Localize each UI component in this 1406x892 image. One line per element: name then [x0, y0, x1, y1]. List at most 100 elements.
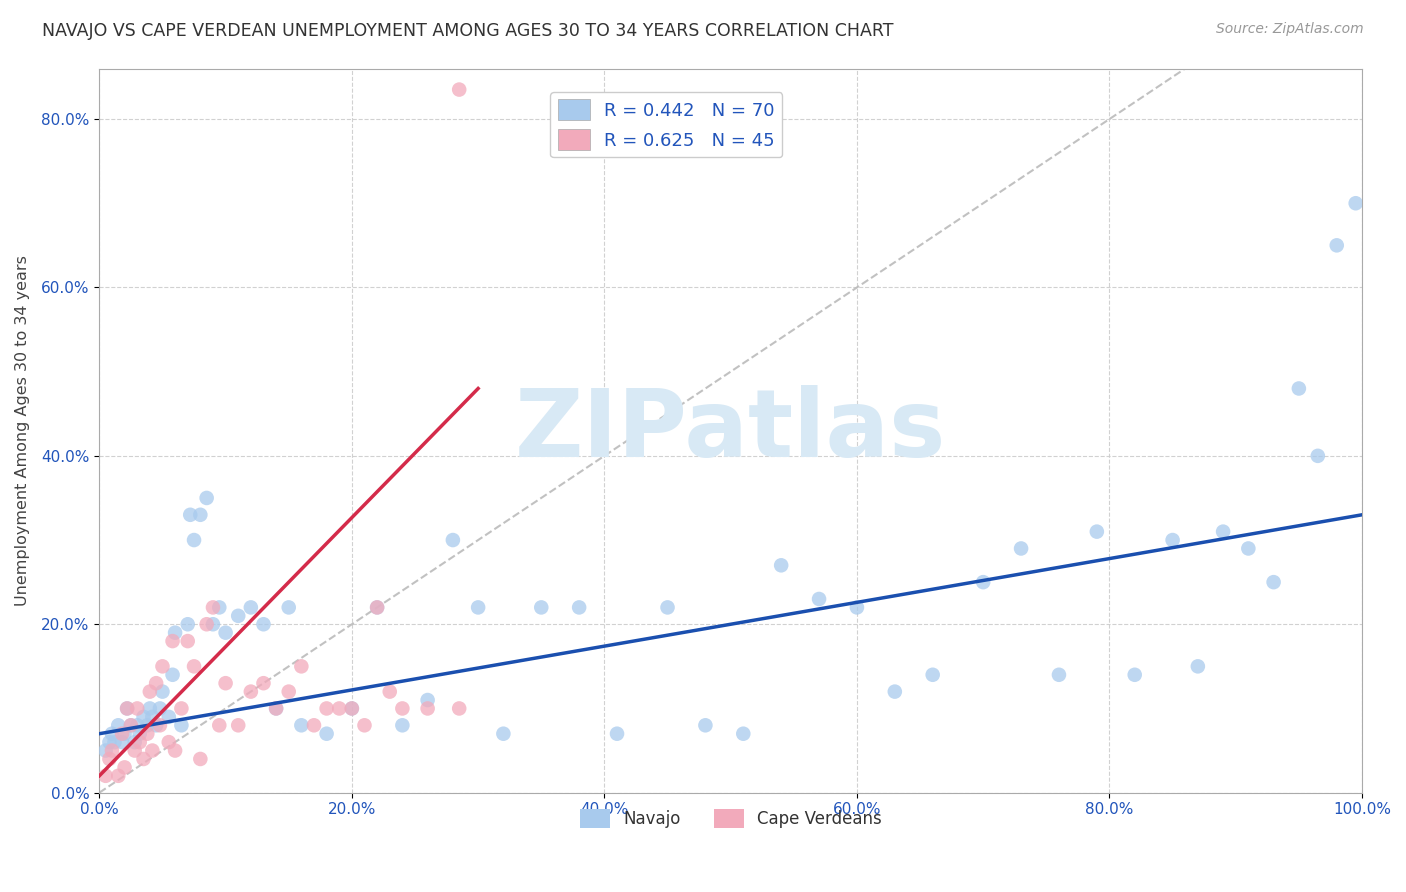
Text: ZIPatlas: ZIPatlas — [515, 384, 946, 476]
Point — [98, 735, 121, 749]
Point — [1306, 449, 1329, 463]
Point — [114, 727, 136, 741]
Point — [101, 743, 124, 757]
Point — [1187, 659, 1209, 673]
Point — [162, 667, 184, 681]
Point — [921, 667, 943, 681]
Point — [416, 693, 439, 707]
Point — [152, 659, 174, 673]
Point — [391, 701, 413, 715]
Point — [239, 684, 262, 698]
Point — [568, 600, 591, 615]
Point — [733, 727, 755, 741]
Point — [188, 508, 211, 522]
Point — [145, 676, 167, 690]
Point — [170, 701, 193, 715]
Point — [808, 592, 831, 607]
Point — [152, 684, 174, 698]
Point — [195, 491, 218, 505]
Point — [111, 727, 134, 741]
Point — [170, 718, 193, 732]
Point — [157, 710, 180, 724]
Point — [157, 735, 180, 749]
Text: Source: ZipAtlas.com: Source: ZipAtlas.com — [1216, 22, 1364, 37]
Point — [1010, 541, 1032, 556]
Point — [177, 617, 200, 632]
Point — [226, 608, 249, 623]
Point — [340, 701, 363, 715]
Point — [188, 752, 211, 766]
Point — [128, 735, 150, 749]
Point — [1344, 196, 1367, 211]
Point — [132, 752, 155, 766]
Point — [141, 743, 163, 757]
Point — [972, 575, 994, 590]
Point — [120, 718, 142, 732]
Point — [290, 659, 312, 673]
Point — [179, 508, 201, 522]
Point — [103, 735, 125, 749]
Point — [111, 735, 134, 749]
Point — [378, 684, 401, 698]
Point — [124, 743, 146, 757]
Point — [139, 701, 162, 715]
Point — [1326, 238, 1348, 252]
Point — [195, 617, 218, 632]
Point — [467, 600, 489, 615]
Point — [366, 600, 388, 615]
Point — [208, 600, 231, 615]
Point — [416, 701, 439, 715]
Point — [201, 600, 224, 615]
Point — [149, 718, 172, 732]
Point — [1237, 541, 1260, 556]
Point — [391, 718, 413, 732]
Point — [1047, 667, 1070, 681]
Point — [340, 701, 363, 715]
Point — [277, 600, 299, 615]
Text: NAVAJO VS CAPE VERDEAN UNEMPLOYMENT AMONG AGES 30 TO 34 YEARS CORRELATION CHART: NAVAJO VS CAPE VERDEAN UNEMPLOYMENT AMON… — [42, 22, 894, 40]
Point — [165, 743, 187, 757]
Point — [115, 701, 138, 715]
Point — [127, 718, 149, 732]
Point — [114, 760, 136, 774]
Point — [120, 718, 142, 732]
Point — [214, 625, 236, 640]
Point — [128, 727, 150, 741]
Point — [277, 684, 299, 698]
Point — [290, 718, 312, 732]
Point — [315, 727, 337, 741]
Point — [264, 701, 287, 715]
Point — [695, 718, 717, 732]
Point — [353, 718, 375, 732]
Point — [315, 701, 337, 715]
Point — [252, 617, 274, 632]
Point — [1161, 533, 1184, 547]
Point — [1263, 575, 1285, 590]
Point — [1123, 667, 1146, 681]
Point — [101, 727, 124, 741]
Point — [94, 743, 117, 757]
Point — [328, 701, 350, 715]
Y-axis label: Unemployment Among Ages 30 to 34 years: Unemployment Among Ages 30 to 34 years — [15, 255, 30, 606]
Point — [366, 600, 388, 615]
Point — [141, 710, 163, 724]
Point — [449, 701, 471, 715]
Point — [1212, 524, 1234, 539]
Point — [530, 600, 553, 615]
Point — [165, 625, 187, 640]
Point — [492, 727, 515, 741]
Point — [239, 600, 262, 615]
Point — [98, 752, 121, 766]
Point — [107, 718, 129, 732]
Point — [449, 82, 471, 96]
Point — [657, 600, 679, 615]
Point — [1288, 382, 1310, 396]
Point — [441, 533, 464, 547]
Point — [94, 769, 117, 783]
Point — [136, 718, 159, 732]
Point — [115, 701, 138, 715]
Point — [145, 718, 167, 732]
Point — [606, 727, 628, 741]
Point — [107, 769, 129, 783]
Legend: Navajo, Cape Verdeans: Navajo, Cape Verdeans — [572, 803, 889, 835]
